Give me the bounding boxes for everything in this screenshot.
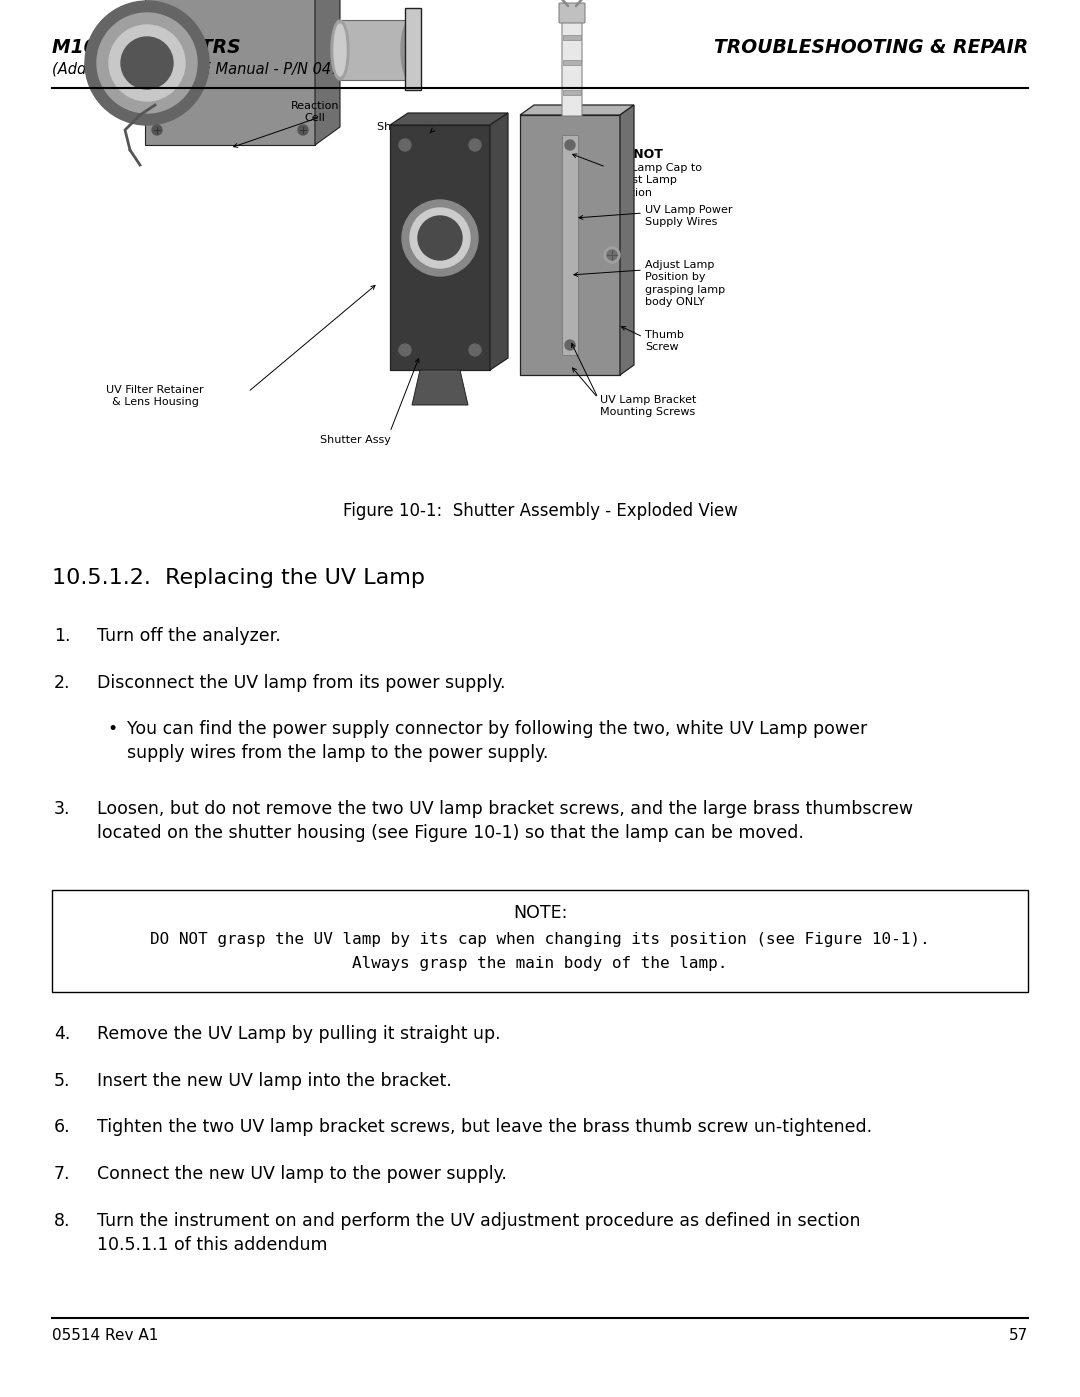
- Text: DO NOT: DO NOT: [608, 148, 663, 161]
- Text: Thumb
Screw: Thumb Screw: [645, 330, 684, 352]
- Circle shape: [152, 124, 162, 136]
- FancyBboxPatch shape: [563, 89, 581, 95]
- Text: 05514 Rev A1: 05514 Rev A1: [52, 1329, 159, 1343]
- Text: 7.: 7.: [54, 1165, 70, 1183]
- Polygon shape: [390, 113, 508, 124]
- Text: UV Lamp Bracket
Mounting Screws: UV Lamp Bracket Mounting Screws: [600, 395, 697, 418]
- Circle shape: [121, 36, 173, 89]
- Circle shape: [410, 208, 470, 268]
- Text: 5.: 5.: [54, 1071, 70, 1090]
- Polygon shape: [411, 370, 468, 405]
- Text: Reaction
Cell: Reaction Cell: [291, 101, 339, 123]
- Text: Disconnect the UV lamp from its power supply.: Disconnect the UV lamp from its power su…: [97, 673, 505, 692]
- Text: (Addendum to M101E Manual - P/N 04740 Rev A): (Addendum to M101E Manual - P/N 04740 Re…: [52, 61, 411, 77]
- Polygon shape: [315, 0, 340, 145]
- Circle shape: [604, 247, 620, 263]
- FancyBboxPatch shape: [340, 20, 410, 80]
- FancyBboxPatch shape: [559, 3, 585, 22]
- Circle shape: [97, 13, 197, 113]
- Circle shape: [469, 344, 481, 356]
- Circle shape: [565, 339, 575, 351]
- Circle shape: [298, 124, 308, 136]
- Circle shape: [607, 250, 617, 260]
- Text: 3.: 3.: [54, 800, 70, 819]
- Text: Loosen, but do not remove the two UV lamp bracket screws, and the large brass th: Loosen, but do not remove the two UV lam…: [97, 800, 913, 841]
- Text: Insert the new UV lamp into the bracket.: Insert the new UV lamp into the bracket.: [97, 1071, 451, 1090]
- Text: NOTE:: NOTE:: [513, 904, 567, 922]
- Text: UV Lamp Power
Supply Wires: UV Lamp Power Supply Wires: [645, 205, 732, 228]
- Text: Connect the new UV lamp to the power supply.: Connect the new UV lamp to the power sup…: [97, 1165, 507, 1183]
- Text: Turn the instrument on and perform the UV adjustment procedure as defined in sec: Turn the instrument on and perform the U…: [97, 1213, 861, 1253]
- Text: 4.: 4.: [54, 1025, 70, 1044]
- Text: 8.: 8.: [54, 1213, 70, 1229]
- Text: Shutter Housing: Shutter Housing: [377, 122, 468, 131]
- FancyBboxPatch shape: [563, 60, 581, 66]
- Ellipse shape: [330, 20, 349, 80]
- Text: UV Filter Retainer
& Lens Housing: UV Filter Retainer & Lens Housing: [106, 386, 204, 408]
- Polygon shape: [620, 105, 634, 374]
- Circle shape: [85, 1, 210, 124]
- Ellipse shape: [401, 20, 419, 80]
- Text: Adjust Lamp
Position by
grasping lamp
body ONLY: Adjust Lamp Position by grasping lamp bo…: [645, 260, 725, 307]
- Ellipse shape: [334, 24, 346, 75]
- Text: You can find the power supply connector by following the two, white UV Lamp powe: You can find the power supply connector …: [127, 719, 867, 761]
- Circle shape: [109, 25, 185, 101]
- Polygon shape: [390, 124, 490, 370]
- Circle shape: [565, 140, 575, 149]
- FancyBboxPatch shape: [562, 136, 578, 355]
- Polygon shape: [519, 105, 634, 115]
- Text: TROUBLESHOOTING & REPAIR: TROUBLESHOOTING & REPAIR: [714, 38, 1028, 57]
- Polygon shape: [145, 0, 315, 145]
- FancyBboxPatch shape: [563, 35, 581, 41]
- Polygon shape: [490, 113, 508, 370]
- Text: •: •: [107, 719, 118, 738]
- Text: Always grasp the main body of the lamp.: Always grasp the main body of the lamp.: [352, 956, 728, 971]
- Text: use Lamp Cap to
adjust Lamp
position: use Lamp Cap to adjust Lamp position: [608, 163, 702, 198]
- Polygon shape: [519, 115, 620, 374]
- Text: 57: 57: [1009, 1329, 1028, 1343]
- Text: DO NOT grasp the UV lamp by its cap when changing its position (see Figure 10-1): DO NOT grasp the UV lamp by its cap when…: [150, 932, 930, 947]
- Text: Tighten the two UV lamp bracket screws, but leave the brass thumb screw un-tight: Tighten the two UV lamp bracket screws, …: [97, 1118, 873, 1136]
- Text: Remove the UV Lamp by pulling it straight up.: Remove the UV Lamp by pulling it straigh…: [97, 1025, 501, 1044]
- Text: Figure 10-1:  Shutter Assembly - Exploded View: Figure 10-1: Shutter Assembly - Exploded…: [342, 502, 738, 520]
- FancyBboxPatch shape: [562, 20, 582, 116]
- Text: 2.: 2.: [54, 673, 70, 692]
- Circle shape: [399, 344, 411, 356]
- Text: 10.5.1.2.  Replacing the UV Lamp: 10.5.1.2. Replacing the UV Lamp: [52, 569, 426, 588]
- FancyBboxPatch shape: [52, 890, 1028, 992]
- Text: M102E/ M501 TRS: M102E/ M501 TRS: [52, 38, 241, 57]
- Circle shape: [418, 217, 462, 260]
- FancyBboxPatch shape: [405, 8, 421, 89]
- Text: 1.: 1.: [54, 627, 70, 645]
- Text: 6.: 6.: [54, 1118, 70, 1136]
- Circle shape: [402, 200, 478, 277]
- Text: Turn off the analyzer.: Turn off the analyzer.: [97, 627, 281, 645]
- Circle shape: [469, 138, 481, 151]
- Text: Shutter Assy: Shutter Assy: [320, 434, 391, 446]
- Circle shape: [399, 138, 411, 151]
